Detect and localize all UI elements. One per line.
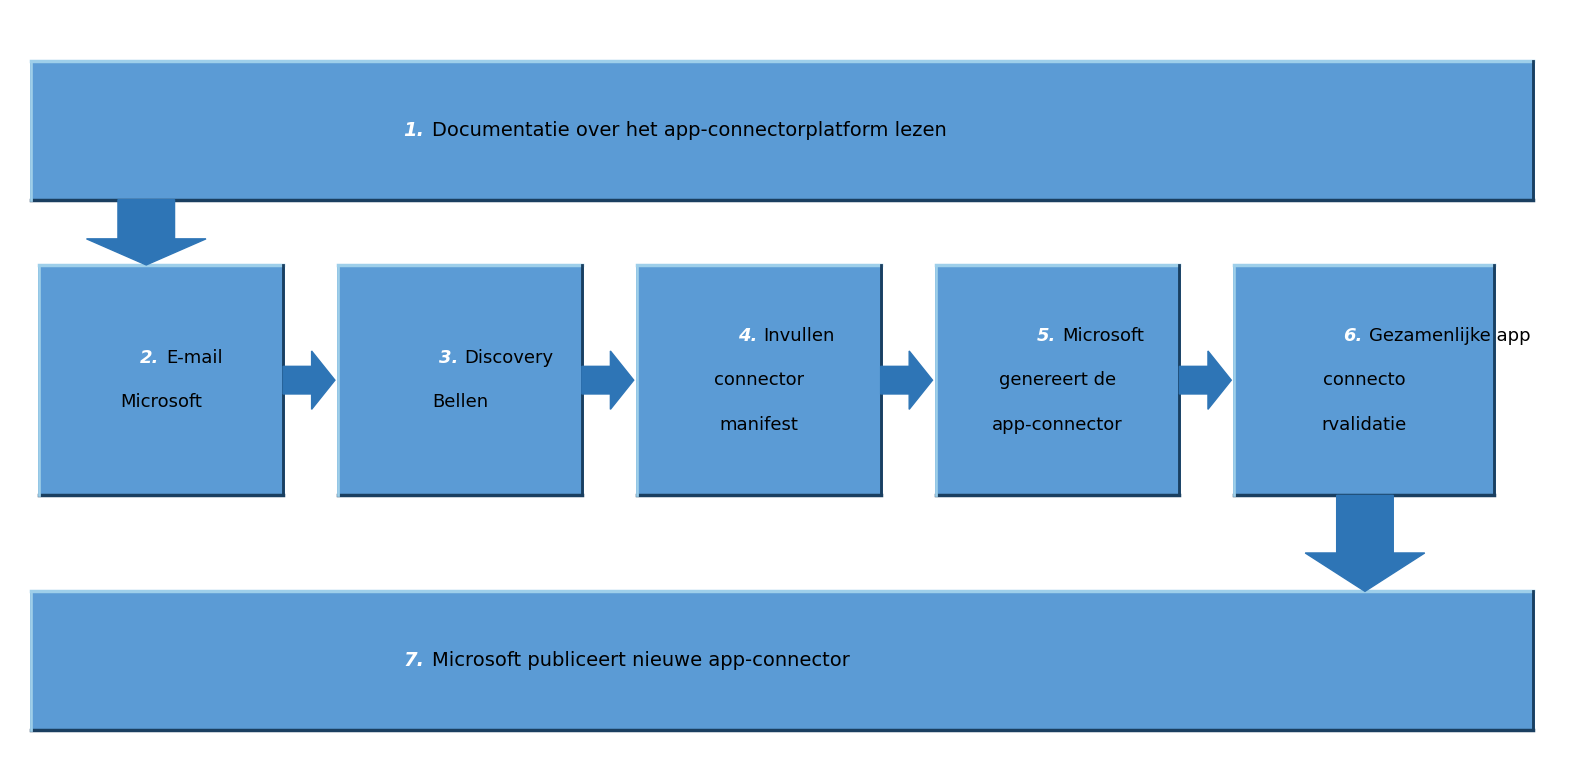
Text: 5.: 5. xyxy=(1037,326,1056,345)
Text: Microsoft: Microsoft xyxy=(1062,326,1144,345)
Text: E-mail: E-mail xyxy=(165,349,222,367)
Text: Gezamenlijke app: Gezamenlijke app xyxy=(1370,326,1530,345)
Text: 1.: 1. xyxy=(403,121,424,140)
FancyBboxPatch shape xyxy=(1234,265,1494,495)
Text: rvalidatie: rvalidatie xyxy=(1322,415,1407,434)
Polygon shape xyxy=(582,351,634,409)
Text: 2.: 2. xyxy=(140,349,159,367)
Text: manifest: manifest xyxy=(719,415,797,434)
Text: Bellen: Bellen xyxy=(432,393,489,412)
Text: 3.: 3. xyxy=(440,349,459,367)
FancyBboxPatch shape xyxy=(32,61,1533,200)
FancyBboxPatch shape xyxy=(32,591,1533,730)
Text: Microsoft publiceert nieuwe app-connector: Microsoft publiceert nieuwe app-connecto… xyxy=(432,651,851,670)
Text: Documentatie over het app-connectorplatform lezen: Documentatie over het app-connectorplatf… xyxy=(432,121,947,140)
Text: Invullen: Invullen xyxy=(763,326,835,345)
Polygon shape xyxy=(881,351,933,409)
Text: app-connector: app-connector xyxy=(993,415,1124,434)
FancyBboxPatch shape xyxy=(936,265,1179,495)
Text: 4.: 4. xyxy=(738,326,756,345)
Text: Microsoft: Microsoft xyxy=(120,393,202,412)
FancyBboxPatch shape xyxy=(39,265,284,495)
Text: connecto: connecto xyxy=(1322,371,1406,389)
Text: 7.: 7. xyxy=(403,651,424,670)
FancyBboxPatch shape xyxy=(339,265,582,495)
Polygon shape xyxy=(1305,495,1425,591)
Polygon shape xyxy=(87,200,206,265)
FancyBboxPatch shape xyxy=(637,265,881,495)
Polygon shape xyxy=(1179,351,1231,409)
Text: 6.: 6. xyxy=(1343,326,1363,345)
Text: connector: connector xyxy=(714,371,804,389)
Polygon shape xyxy=(284,351,336,409)
Text: Discovery: Discovery xyxy=(465,349,553,367)
Text: genereert de: genereert de xyxy=(999,371,1116,389)
